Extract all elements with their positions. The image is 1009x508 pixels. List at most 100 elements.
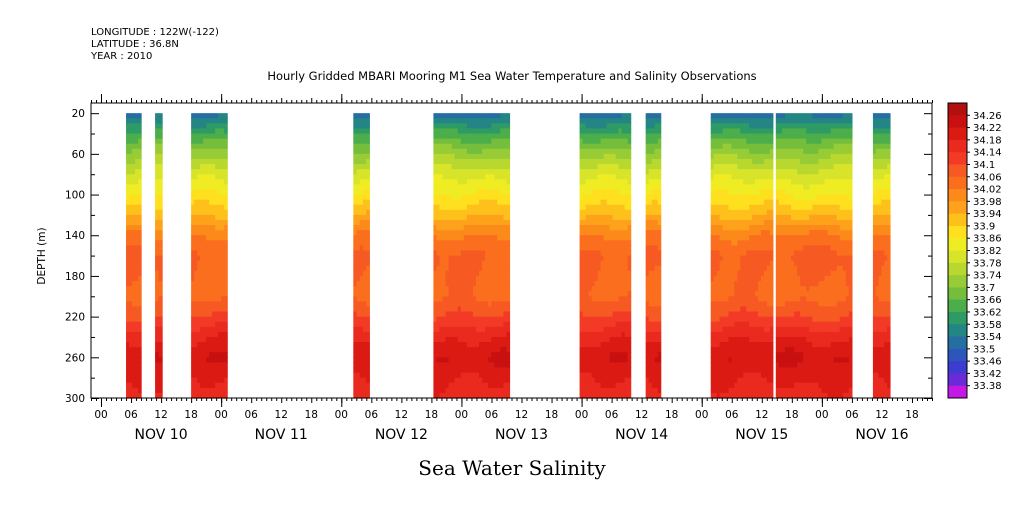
heatmap-cell [579, 240, 584, 247]
heatmap-cell [191, 143, 195, 150]
heatmap-cell [606, 382, 611, 389]
heatmap-cell [445, 148, 450, 155]
heatmap-cell [209, 377, 213, 384]
heatmap-cell [463, 382, 468, 389]
heatmap-cell [725, 326, 730, 333]
heatmap-cell [155, 321, 160, 328]
heatmap-cell [224, 235, 228, 241]
heatmap-cell [488, 240, 492, 247]
heatmap-cell [648, 367, 653, 374]
heatmap-cell [710, 382, 715, 389]
heatmap-cell [362, 331, 367, 338]
heatmap-cell [194, 199, 198, 206]
heatmap-cell [651, 316, 656, 323]
heatmap-cell [755, 336, 759, 343]
heatmap-cell [648, 143, 653, 150]
heatmap-cell [503, 392, 508, 399]
heatmap-cell [740, 347, 744, 353]
heatmap-cell [713, 392, 718, 399]
heatmap-cell [621, 342, 626, 348]
heatmap-cell [488, 184, 492, 191]
heatmap-cell [448, 230, 453, 236]
heatmap-cell [657, 153, 662, 160]
heatmap-cell [731, 189, 735, 196]
heatmap-cell [500, 357, 505, 363]
heatmap-cell [624, 367, 629, 374]
heatmap-cell [728, 260, 733, 267]
heatmap-cell [126, 326, 130, 333]
heatmap-cell [725, 164, 730, 170]
heatmap-cell [203, 138, 207, 145]
heatmap-cell [433, 270, 438, 277]
heatmap-cell [132, 199, 136, 206]
heatmap-cell [138, 387, 142, 394]
heatmap-cell [612, 179, 617, 185]
heatmap-cell [472, 387, 477, 394]
heatmap-cell [579, 209, 584, 216]
heatmap-cell [588, 296, 593, 302]
heatmap-cell [612, 250, 617, 257]
heatmap-cell [725, 143, 730, 150]
heatmap-cell [734, 291, 738, 297]
heatmap-cell [436, 326, 441, 333]
heatmap-cell [651, 123, 656, 130]
heatmap-cell [135, 235, 139, 241]
heatmap-cell [448, 281, 453, 287]
heatmap-cell [132, 306, 136, 313]
heatmap-cell [215, 148, 219, 155]
heatmap-cell [451, 382, 456, 389]
heatmap-cell [460, 113, 465, 119]
heatmap-cell [433, 382, 438, 389]
heatmap-cell [488, 352, 492, 358]
heatmap-cell [218, 291, 222, 297]
heatmap-cell [494, 336, 498, 343]
heatmap-cell [503, 377, 508, 384]
heatmap-cell [445, 367, 450, 374]
heatmap-cell [654, 133, 659, 140]
heatmap-cell [734, 148, 738, 155]
heatmap-cell [582, 352, 587, 358]
heatmap-cell [366, 194, 370, 201]
heatmap-cell [755, 138, 759, 145]
heatmap-cell [657, 296, 662, 302]
heatmap-cell [728, 255, 733, 262]
heatmap-cell [466, 357, 471, 363]
heatmap-cell [725, 169, 730, 175]
heatmap-cell [657, 123, 662, 130]
heatmap-cell [463, 306, 468, 313]
heatmap-cell [648, 194, 653, 201]
heatmap-cell [482, 138, 486, 145]
heatmap-cell [206, 113, 210, 119]
heatmap-cell [618, 128, 623, 135]
heatmap-cell [353, 174, 358, 180]
heatmap-cell [651, 286, 656, 292]
heatmap-cell [200, 321, 204, 328]
heatmap-cell [212, 174, 216, 180]
heatmap-cell [203, 372, 207, 379]
heatmap-cell [203, 118, 207, 124]
heatmap-cell [494, 209, 498, 216]
heatmap-cell [485, 194, 489, 201]
heatmap-cell [445, 387, 450, 394]
heatmap-cell [206, 194, 210, 201]
heatmap-cell [491, 367, 495, 374]
heatmap-cell [366, 158, 370, 165]
heatmap-cell [221, 357, 225, 363]
heatmap-cell [585, 255, 590, 262]
heatmap-cell [466, 113, 471, 119]
heatmap-cell [221, 143, 225, 150]
heatmap-cell [466, 382, 471, 389]
heatmap-cell [588, 169, 593, 175]
heatmap-cell [191, 179, 195, 185]
heatmap-cell [755, 362, 759, 369]
heatmap-cell [651, 342, 656, 348]
heatmap-cell [585, 311, 590, 318]
heatmap-cell [600, 352, 605, 358]
heatmap-cell [755, 128, 759, 135]
heatmap-cell [224, 316, 228, 323]
heatmap-cell [191, 169, 195, 175]
heatmap-cell [600, 113, 605, 119]
heatmap-cell [734, 128, 738, 135]
heatmap-cell [760, 301, 765, 308]
heatmap-cell [488, 158, 492, 165]
